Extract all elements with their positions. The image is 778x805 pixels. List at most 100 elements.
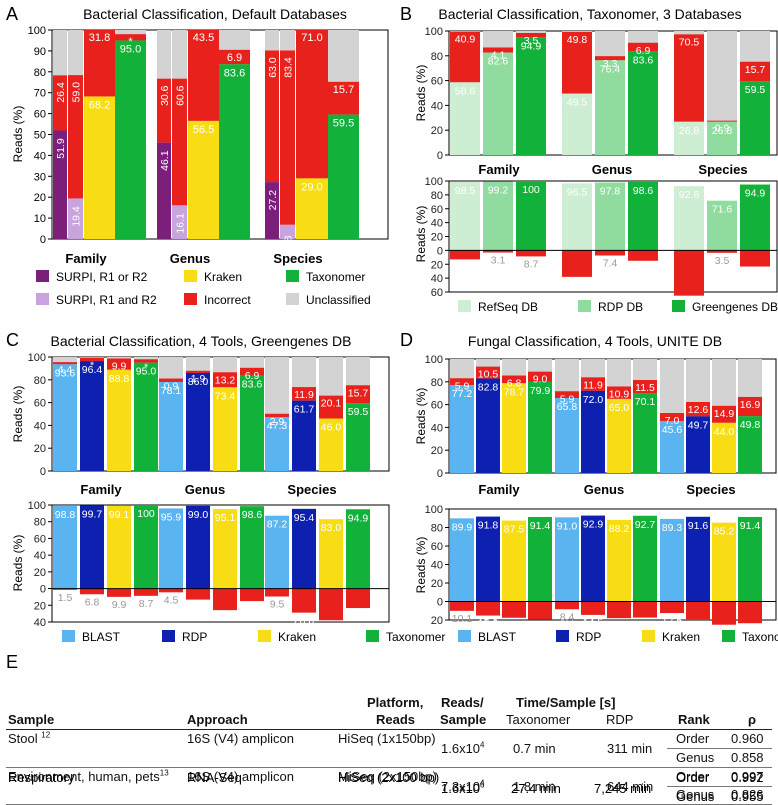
- panel-d-ytick-label-bottom: 20: [431, 615, 443, 627]
- panel-b-value-incorrect: 3.3: [603, 58, 618, 70]
- panel-d-value-incorrect: 16.9: [740, 399, 761, 411]
- panel-c-value-error: 15.0: [242, 603, 263, 615]
- panel-c-bar-precision: [292, 508, 316, 589]
- panel-c-ytick-label-bottom: 20: [34, 600, 46, 612]
- panel-d-value-precision: 89.3: [662, 522, 683, 534]
- panel-a-bar-incorrect: [280, 50, 295, 225]
- panel-a-bar-classified: [157, 142, 171, 239]
- panel-c-value-precision: 98.6: [242, 509, 263, 521]
- panel-c-bar-incorrect: [292, 387, 316, 401]
- panel-c-ytick-label: 80: [34, 375, 46, 387]
- panel-a-value-classified: 83.6: [224, 67, 245, 79]
- panel-d-value-precision: 87.5: [504, 524, 525, 536]
- panel-c-value-incorrect: 13.2: [215, 374, 236, 386]
- panel-a-value-incorrect: 6.9: [227, 52, 242, 64]
- panel-d-value-classified: 45.6: [662, 424, 683, 436]
- panel-a-value-classified: 27.2: [267, 190, 279, 211]
- panel-a-legend-swatch: [184, 270, 197, 282]
- panel-c-title: Bacterial Classification, 4 Tools, Green…: [51, 333, 352, 349]
- panel-d-bar-classified: [502, 383, 526, 473]
- panel-d-group-label: Genus: [584, 482, 624, 497]
- row1-sample: Stool 12: [8, 730, 51, 746]
- panel-d-bar-error: [502, 601, 526, 618]
- panel-a-value-incorrect: 15.7: [333, 84, 354, 96]
- panel-a-legend-label: Incorrect: [204, 293, 251, 307]
- panel-d-group-label: Family: [478, 482, 520, 497]
- panel-b-ytick-label-bottom: 80: [431, 190, 443, 202]
- panel-c-legend-label: Taxonomer: [386, 630, 445, 644]
- row3-platform: HiSeq (2x100 bp): [338, 770, 440, 785]
- panel-a-bar-incorrect: [219, 49, 250, 65]
- panel-d-value-incorrect: 11.9: [583, 379, 603, 391]
- panel-a-title: Bacterial Classification, Default Databa…: [83, 6, 347, 22]
- panel-b-ytick-label-bottom: 0: [437, 245, 443, 257]
- panel-b-ytick-label-bottom: 60: [431, 287, 443, 299]
- panel-a-bar-classified: [68, 198, 83, 239]
- header-rho: ρ: [748, 712, 757, 727]
- panel-c-bar-classified: [213, 387, 237, 471]
- panel-c-bar-error: [53, 588, 77, 590]
- panel-d-bar-classified: [686, 416, 710, 473]
- panel-d-bar-incorrect: [660, 413, 684, 422]
- panel-c-value-classified: 47.3: [267, 420, 288, 432]
- panel-b-ytick-label-bottom: 20: [431, 259, 443, 271]
- panel-b-group-label: Family: [478, 162, 520, 177]
- panel-d-bar-classified: [581, 390, 605, 473]
- panel-b-legend-swatch: [578, 300, 591, 312]
- header-sample: Sample: [8, 712, 55, 727]
- panel-c-value-error: 6.8: [85, 596, 100, 608]
- panel-c-bar-precision: [53, 506, 77, 589]
- panel-c-ytick-label-bottom: 40: [34, 617, 46, 629]
- panel-c-value-incorrect: 20.1: [321, 398, 342, 410]
- panel-c-ytick-label: 100: [28, 352, 46, 364]
- panel-a-bar-incorrect: [172, 78, 187, 206]
- panel-b-value-error: 8.7: [524, 258, 539, 270]
- panel-d-value-error: 23.5: [740, 625, 761, 637]
- panel-b-value-error: 15.0: [633, 263, 654, 275]
- panel-d-bar-precision: [633, 515, 657, 602]
- panel-a-value-incorrect: 59.0: [71, 82, 83, 103]
- panel-label-b: B: [400, 4, 412, 24]
- panel-c-value-precision: 99.1: [109, 509, 130, 521]
- panel-b-bar-error: [516, 250, 546, 257]
- panel-c-bar-precision: [80, 505, 104, 589]
- panel-b-value-classified: 26.8: [679, 125, 700, 137]
- panel-d-value-incorrect: 14.9: [714, 408, 735, 420]
- panel-b-value-incorrect: 4.1: [491, 49, 506, 61]
- panel-b-value-precision: 71.6: [712, 204, 733, 216]
- panel-d-ytick-label-bottom: 40: [431, 560, 443, 572]
- panel-b-legend-label: Greengenes DB: [692, 300, 778, 314]
- panel-b-bar-incorrect: [562, 31, 592, 94]
- panel-c-value-error: 13.2: [188, 602, 209, 614]
- panel-d-bar-precision: [450, 518, 474, 602]
- panel-d-value-precision: 88.2: [609, 523, 630, 535]
- panel-c-bar-error: [292, 588, 316, 613]
- panel-d-value-incorrect: 5.9: [455, 380, 470, 392]
- panel-a-group-label: Species: [273, 251, 322, 266]
- panel-c-value-error: 4.5: [164, 594, 179, 606]
- panel-c-bar-incorrect: [107, 358, 131, 370]
- row1-rank-1: Order: [676, 731, 710, 746]
- panel-a-value-classified: 46.1: [159, 150, 171, 171]
- panel-b-bar-error: [595, 250, 625, 256]
- panel-b-ytick-label-bottom: 20: [431, 232, 443, 244]
- panel-c-value-error: 8.7: [139, 598, 154, 610]
- panel-b-ytick-label: 100: [425, 26, 443, 38]
- panel-b-value-incorrect: 0.9: [715, 123, 730, 135]
- panel-a-bar-incorrect: [157, 78, 171, 143]
- header-rank: Rank: [678, 712, 710, 727]
- panel-d-value-classified: 65.8: [557, 401, 578, 413]
- panel-b-bar-error: [707, 250, 737, 253]
- panel-b-bar-error: [628, 250, 658, 261]
- panel-a-ytick-label: 100: [28, 25, 46, 37]
- panel-c-bar-precision: [319, 519, 343, 589]
- panel-d-value-error: 18.0: [609, 620, 630, 632]
- panel-a-bar-classified: [296, 178, 328, 239]
- panel-d-value-precision: 92.9: [583, 519, 604, 531]
- panel-a-value-incorrect: 30.6: [159, 85, 171, 106]
- panel-c-bar-classified: [53, 364, 77, 471]
- panel-c-value-classified: 96.4: [82, 364, 103, 376]
- panel-b-ytick-label: 60: [431, 76, 443, 88]
- panel-a-bar-classified: [188, 120, 219, 239]
- panel-c-value-incorrect: 2.9: [270, 416, 285, 428]
